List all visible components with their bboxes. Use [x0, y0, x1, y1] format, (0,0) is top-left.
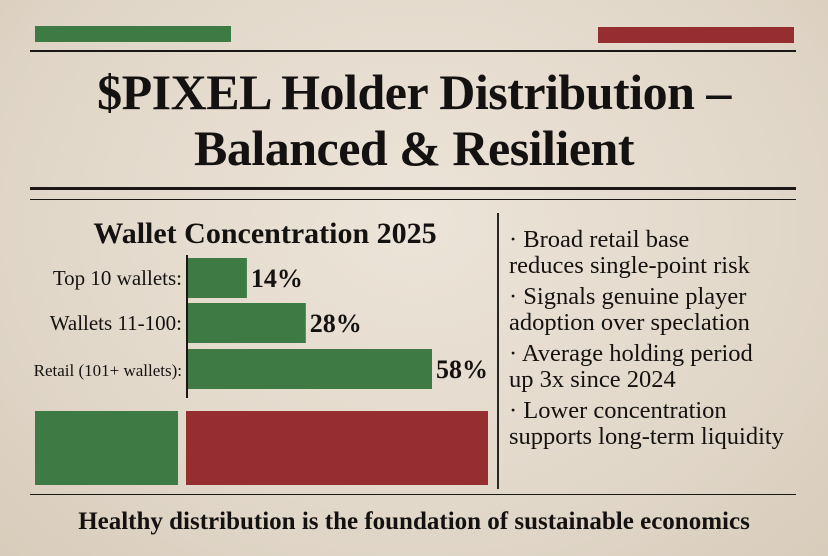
bar: [188, 349, 432, 389]
bullet-item: · Broad retail base reduces single-point…: [509, 227, 809, 279]
green-accent-bar: [35, 26, 231, 42]
top-rule: [30, 50, 796, 52]
title-rule-thick: [30, 187, 796, 190]
red-block: [186, 411, 488, 485]
bullet-line-1: · Average holding period: [509, 340, 753, 367]
value-label: 28%: [310, 309, 362, 338]
bullet-line-1: · Signals genuine player: [509, 283, 747, 310]
bullet-item: · Signals genuine player adoption over s…: [509, 284, 809, 336]
bullet-line-1: · Lower concentration: [509, 397, 727, 424]
bullet-item: · Lower concentration supports long-term…: [509, 398, 809, 450]
footer-tagline: Healthy distribution is the foundation o…: [78, 508, 750, 535]
title-line-2: Balanced & Resilient: [194, 120, 634, 176]
red-accent-bar: [598, 27, 794, 43]
title-line-1: $PIXEL Holder Distribution –: [97, 64, 731, 120]
bullet-line-1: · Broad retail base: [509, 226, 690, 253]
page-title: $PIXEL Holder Distribution – Balanced & …: [20, 64, 808, 176]
bullet-line-2: reduces single-point risk: [509, 252, 750, 279]
bar: [188, 258, 247, 298]
bullet-list: · Broad retail base reduces single-point…: [509, 227, 809, 455]
category-label: Wallets 11-100:: [50, 311, 182, 335]
bullet-item: · Average holding period up 3x since 202…: [509, 341, 809, 393]
value-label: 58%: [436, 355, 488, 384]
category-label: Top 10 wallets:: [53, 266, 182, 290]
bullet-line-2: supports long-term liquidity: [509, 423, 784, 450]
bar: [188, 303, 306, 343]
category-label: Retail (101+ wallets):: [34, 361, 182, 380]
bullet-line-2: up 3x since 2024: [509, 366, 676, 393]
column-divider: [497, 213, 499, 489]
chart-title: Wallet Concentration 2025: [93, 217, 437, 250]
title-rule-thin: [30, 199, 796, 200]
green-block: [35, 411, 178, 485]
value-label: 14%: [251, 264, 303, 293]
bullet-line-2: adoption over speclation: [509, 309, 750, 336]
footer-rule: [30, 494, 796, 495]
